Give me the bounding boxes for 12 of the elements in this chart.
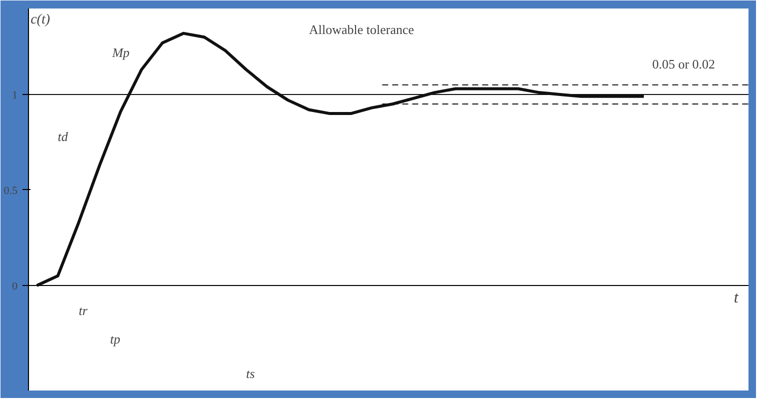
- annotation: Allowable tolerance: [308, 22, 414, 38]
- annotation: Mp: [111, 45, 130, 60]
- annotation: tr: [78, 302, 88, 318]
- annotation: ts: [246, 366, 255, 381]
- y-axis-title: c(t): [30, 12, 50, 28]
- x-axis-title: t: [734, 289, 739, 306]
- y-tick-label: 1: [12, 89, 18, 102]
- y-tick-label: 0.5: [4, 184, 18, 197]
- y-tick-label: 0: [12, 280, 18, 292]
- annotation: td: [58, 129, 68, 144]
- annotation: tp: [110, 332, 121, 347]
- annotation: 0.05 or 0.02: [652, 56, 716, 72]
